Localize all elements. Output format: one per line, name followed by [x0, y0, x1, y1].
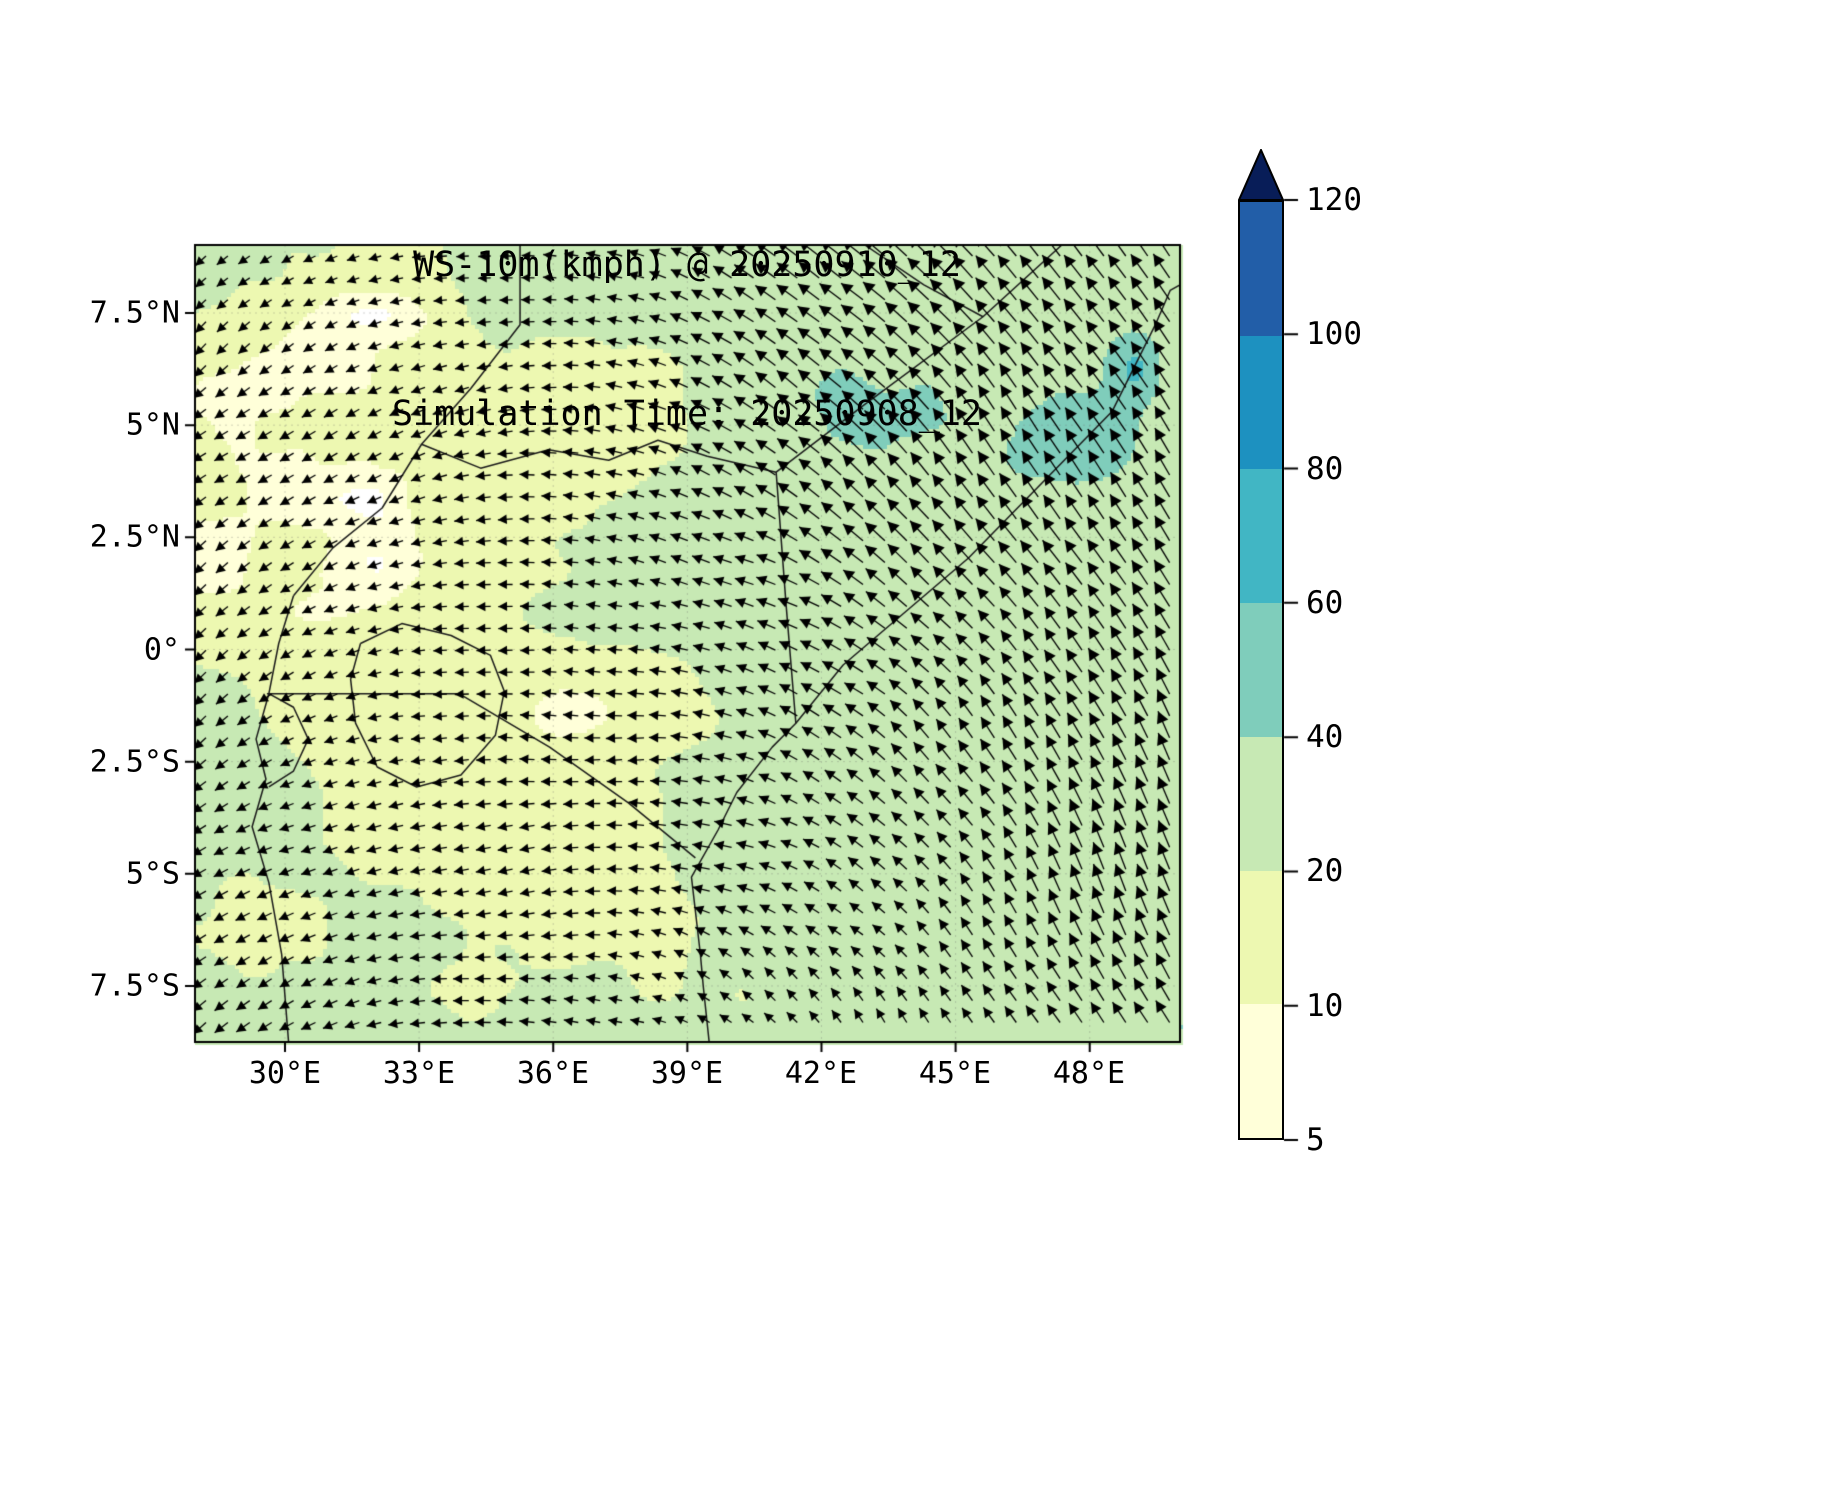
colorbar	[1238, 200, 1284, 1140]
x-tick-label: 30°E	[248, 1056, 322, 1091]
colorbar-tick-label: 60	[1306, 585, 1344, 621]
y-tick-label: 2.5°S	[89, 744, 180, 780]
colorbar-segment	[1240, 603, 1282, 737]
y-tick-label: 7.5°S	[89, 968, 180, 1004]
plot-subtitle: Simulation Time: 20250908_12	[391, 394, 982, 435]
colorbar-segment	[1240, 335, 1282, 470]
y-tick-label: 5°N	[125, 407, 180, 443]
y-tick-label: 2.5°N	[89, 519, 180, 555]
y-tick-label: 0°	[143, 632, 180, 668]
colorbar-segment	[1240, 736, 1282, 871]
x-tick-label: 48°E	[1052, 1056, 1126, 1091]
y-tick-label: 5°S	[125, 856, 180, 892]
colorbar-tick-label: 120	[1306, 182, 1362, 218]
plot-title: WS-10m(kmph) @ 20250910_12	[413, 245, 961, 286]
colorbar-over-triangle	[1238, 149, 1284, 200]
colorbar-tick-label: 100	[1306, 316, 1362, 352]
colorbar-segment	[1240, 469, 1282, 604]
colorbar-tick-label: 5	[1306, 1122, 1325, 1158]
colorbar-tick-label: 10	[1306, 988, 1344, 1024]
y-tick-label: 7.5°N	[89, 295, 180, 331]
colorbar-segment	[1240, 1004, 1282, 1139]
colorbar-tick-label: 20	[1306, 853, 1344, 889]
x-tick-label: 36°E	[516, 1056, 590, 1091]
colorbar-segment	[1240, 870, 1282, 1005]
x-tick-label: 39°E	[650, 1056, 724, 1091]
x-tick-label: 33°E	[382, 1056, 456, 1091]
colorbar-segment	[1240, 202, 1282, 336]
x-tick-label: 42°E	[784, 1056, 858, 1091]
x-tick-label: 45°E	[918, 1056, 992, 1091]
colorbar-tick-label: 40	[1306, 719, 1344, 755]
title-block: WS-10m(kmph) @ 20250910_12 Simulation Ti…	[187, 142, 1187, 540]
colorbar-tick-label: 80	[1306, 451, 1344, 487]
